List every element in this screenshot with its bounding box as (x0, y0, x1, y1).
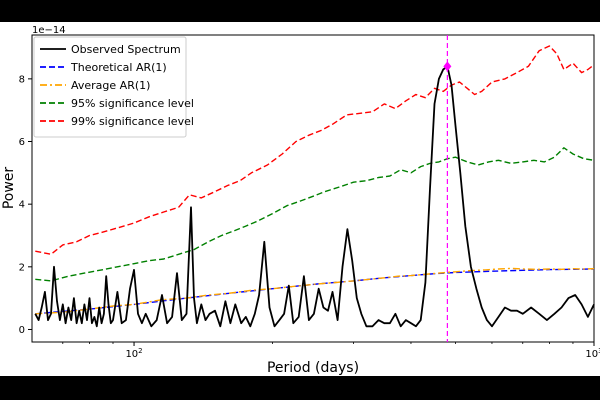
y-tick-label: 8 (19, 74, 25, 85)
legend-label-3: 95% significance level (71, 97, 194, 110)
y-axis-offset-label: 1e−14 (32, 25, 66, 36)
y-axis-ticks: 0 2 4 6 8 (19, 74, 32, 336)
figure: 1e−14 0 2 4 6 8 102 103 Power Period (days) O… (0, 22, 600, 376)
legend-label-0: Observed Spectrum (71, 43, 181, 56)
series-line-0 (34, 65, 595, 328)
x-axis-ticks: 102 103 (62, 342, 600, 360)
series-line-2 (35, 267, 595, 315)
series-layer (34, 45, 595, 328)
y-tick-label: 2 (19, 262, 25, 273)
series-line-3 (35, 147, 595, 282)
peak-marker (443, 61, 452, 72)
periodogram-chart: 1e−14 0 2 4 6 8 102 103 Power Period (days) O… (1, 25, 600, 376)
legend-label-1: Theoretical AR(1) (70, 61, 167, 74)
x-tick-label: 102 (125, 347, 142, 360)
series-line-4 (35, 45, 595, 256)
plot-area: 0 2 4 6 8 102 103 (19, 34, 600, 360)
y-axis-title: Power (1, 167, 17, 210)
legend: Observed Spectrum Theoretical AR(1) Averag… (33, 36, 194, 138)
plot-frame (31, 34, 595, 343)
x-axis-title: Period (days) (267, 360, 359, 376)
y-tick-label: 4 (19, 200, 25, 211)
y-tick-label: 0 (19, 325, 25, 336)
legend-box (33, 36, 187, 138)
y-tick-label: 6 (19, 137, 25, 148)
legend-label-4: 99% significance level (71, 115, 194, 128)
series-line-1 (35, 268, 595, 315)
legend-label-2: Average AR(1) (71, 79, 150, 92)
x-tick-label: 103 (585, 347, 600, 360)
peak-layer (443, 35, 452, 342)
